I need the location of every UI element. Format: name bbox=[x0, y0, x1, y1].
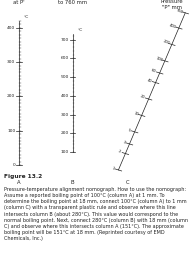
Text: 200: 200 bbox=[7, 95, 15, 98]
Text: 5: 5 bbox=[127, 128, 131, 132]
Text: Observed
boiling point
at P': Observed boiling point at P' bbox=[3, 0, 36, 5]
Text: 100: 100 bbox=[155, 56, 163, 62]
Text: °C: °C bbox=[77, 29, 83, 32]
Text: 700: 700 bbox=[61, 38, 69, 42]
Text: 300: 300 bbox=[7, 60, 15, 64]
Text: 60: 60 bbox=[151, 68, 157, 74]
Text: 200: 200 bbox=[61, 131, 69, 135]
Text: 0: 0 bbox=[13, 163, 15, 167]
Text: 400: 400 bbox=[169, 23, 177, 29]
Text: Figure 13.2: Figure 13.2 bbox=[4, 174, 42, 179]
Text: Boiling point
corrected
to 760 mm: Boiling point corrected to 760 mm bbox=[56, 0, 89, 5]
Text: 2: 2 bbox=[118, 149, 121, 154]
Text: Pressure-temperature alignment nomograph. How to use the nomograph:
Assume a rep: Pressure-temperature alignment nomograph… bbox=[4, 187, 188, 241]
Text: 200: 200 bbox=[162, 40, 170, 46]
Text: 40: 40 bbox=[147, 78, 153, 83]
Text: C: C bbox=[126, 180, 130, 185]
Text: 500: 500 bbox=[60, 75, 69, 79]
Text: 100: 100 bbox=[61, 150, 69, 154]
Text: 3: 3 bbox=[122, 140, 126, 144]
Text: 100: 100 bbox=[7, 129, 15, 133]
Text: 20: 20 bbox=[140, 95, 146, 100]
Text: 400: 400 bbox=[61, 94, 69, 98]
Text: Pressure
"P" mm: Pressure "P" mm bbox=[161, 0, 183, 10]
Text: B: B bbox=[71, 180, 74, 185]
Text: 600: 600 bbox=[61, 56, 69, 60]
Text: 400: 400 bbox=[7, 26, 15, 30]
Text: 1: 1 bbox=[111, 166, 115, 171]
Text: °C: °C bbox=[24, 15, 29, 19]
Text: 300: 300 bbox=[61, 112, 69, 116]
Text: 760: 760 bbox=[175, 8, 184, 14]
Text: A: A bbox=[17, 180, 21, 185]
Text: 10: 10 bbox=[133, 111, 139, 116]
